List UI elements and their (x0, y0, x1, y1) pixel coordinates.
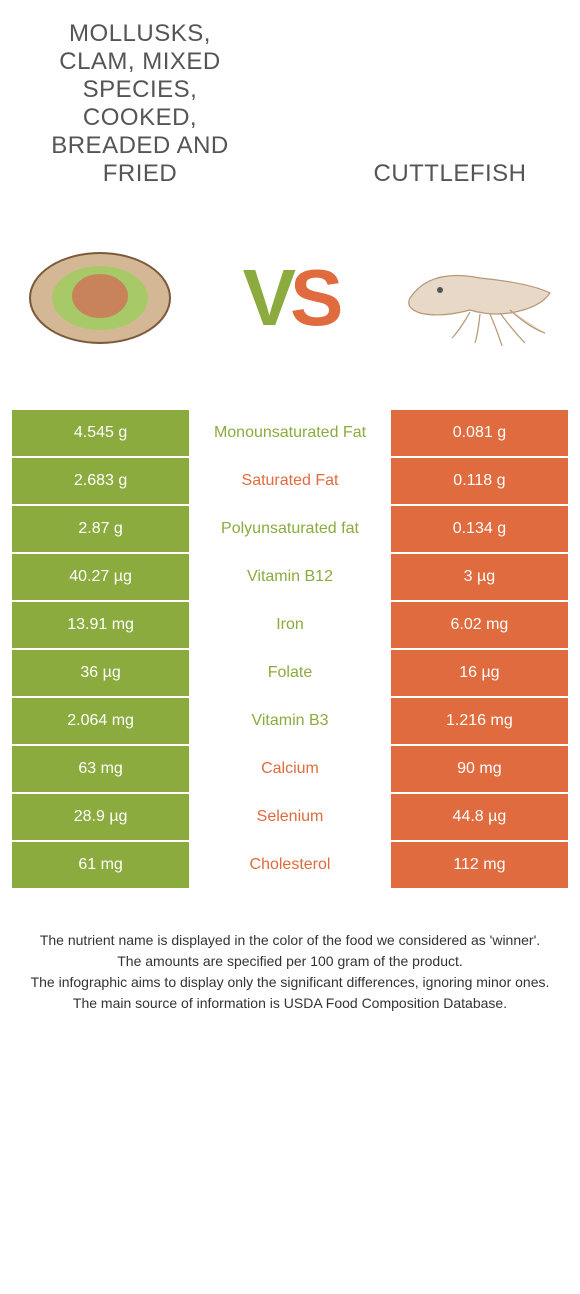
right-value: 90 mg (390, 745, 569, 793)
left-value: 2.87 g (11, 505, 190, 553)
footnote-line: The infographic aims to display only the… (20, 972, 560, 993)
nutrient-label: Polyunsaturated fat (190, 505, 390, 553)
table-row: 2.683 gSaturated Fat0.118 g (11, 457, 569, 505)
table-row: 2.064 mgVitamin B31.216 mg (11, 697, 569, 745)
right-value: 3 µg (390, 553, 569, 601)
left-value: 36 µg (11, 649, 190, 697)
left-value: 28.9 µg (11, 793, 190, 841)
right-food-title: Cuttlefish (350, 160, 550, 188)
right-value: 44.8 µg (390, 793, 569, 841)
table-row: 61 mgCholesterol112 mg (11, 841, 569, 889)
left-value: 13.91 mg (11, 601, 190, 649)
vs-v: V (243, 253, 290, 342)
right-value: 16 µg (390, 649, 569, 697)
table-row: 40.27 µgVitamin B123 µg (11, 553, 569, 601)
nutrient-label: Vitamin B12 (190, 553, 390, 601)
left-value: 2.683 g (11, 457, 190, 505)
left-value: 63 mg (11, 745, 190, 793)
header: Mollusks, clam, mixed species, cooked, b… (0, 0, 580, 198)
right-value: 112 mg (390, 841, 569, 889)
table-row: 2.87 gPolyunsaturated fat0.134 g (11, 505, 569, 553)
right-value: 6.02 mg (390, 601, 569, 649)
nutrient-label: Monounsaturated Fat (190, 409, 390, 457)
footnote-line: The amounts are specified per 100 gram o… (20, 951, 560, 972)
nutrient-label: Vitamin B3 (190, 697, 390, 745)
left-value: 40.27 µg (11, 553, 190, 601)
right-value: 0.118 g (390, 457, 569, 505)
right-value: 1.216 mg (390, 697, 569, 745)
images-row: VS (0, 198, 580, 398)
footnote-line: The nutrient name is displayed in the co… (20, 930, 560, 951)
footnotes: The nutrient name is displayed in the co… (0, 890, 580, 1034)
right-value: 0.134 g (390, 505, 569, 553)
nutrient-label: Cholesterol (190, 841, 390, 889)
table-row: 4.545 gMonounsaturated Fat0.081 g (11, 409, 569, 457)
nutrient-label: Calcium (190, 745, 390, 793)
table-row: 28.9 µgSelenium44.8 µg (11, 793, 569, 841)
nutrient-label: Selenium (190, 793, 390, 841)
left-value: 61 mg (11, 841, 190, 889)
right-value: 0.081 g (390, 409, 569, 457)
left-food-title: Mollusks, clam, mixed species, cooked, b… (30, 20, 250, 188)
table-row: 36 µgFolate16 µg (11, 649, 569, 697)
clam-image (10, 228, 190, 368)
nutrient-label: Saturated Fat (190, 457, 390, 505)
cuttlefish-image (390, 228, 570, 368)
table-row: 63 mgCalcium90 mg (11, 745, 569, 793)
left-value: 4.545 g (11, 409, 190, 457)
footnote-line: The main source of information is USDA F… (20, 993, 560, 1014)
vs-label: VS (243, 258, 338, 338)
nutrient-table: 4.545 gMonounsaturated Fat0.081 g2.683 g… (10, 408, 570, 890)
nutrient-label: Folate (190, 649, 390, 697)
left-value: 2.064 mg (11, 697, 190, 745)
nutrient-label: Iron (190, 601, 390, 649)
vs-s: S (290, 253, 337, 342)
table-row: 13.91 mgIron6.02 mg (11, 601, 569, 649)
